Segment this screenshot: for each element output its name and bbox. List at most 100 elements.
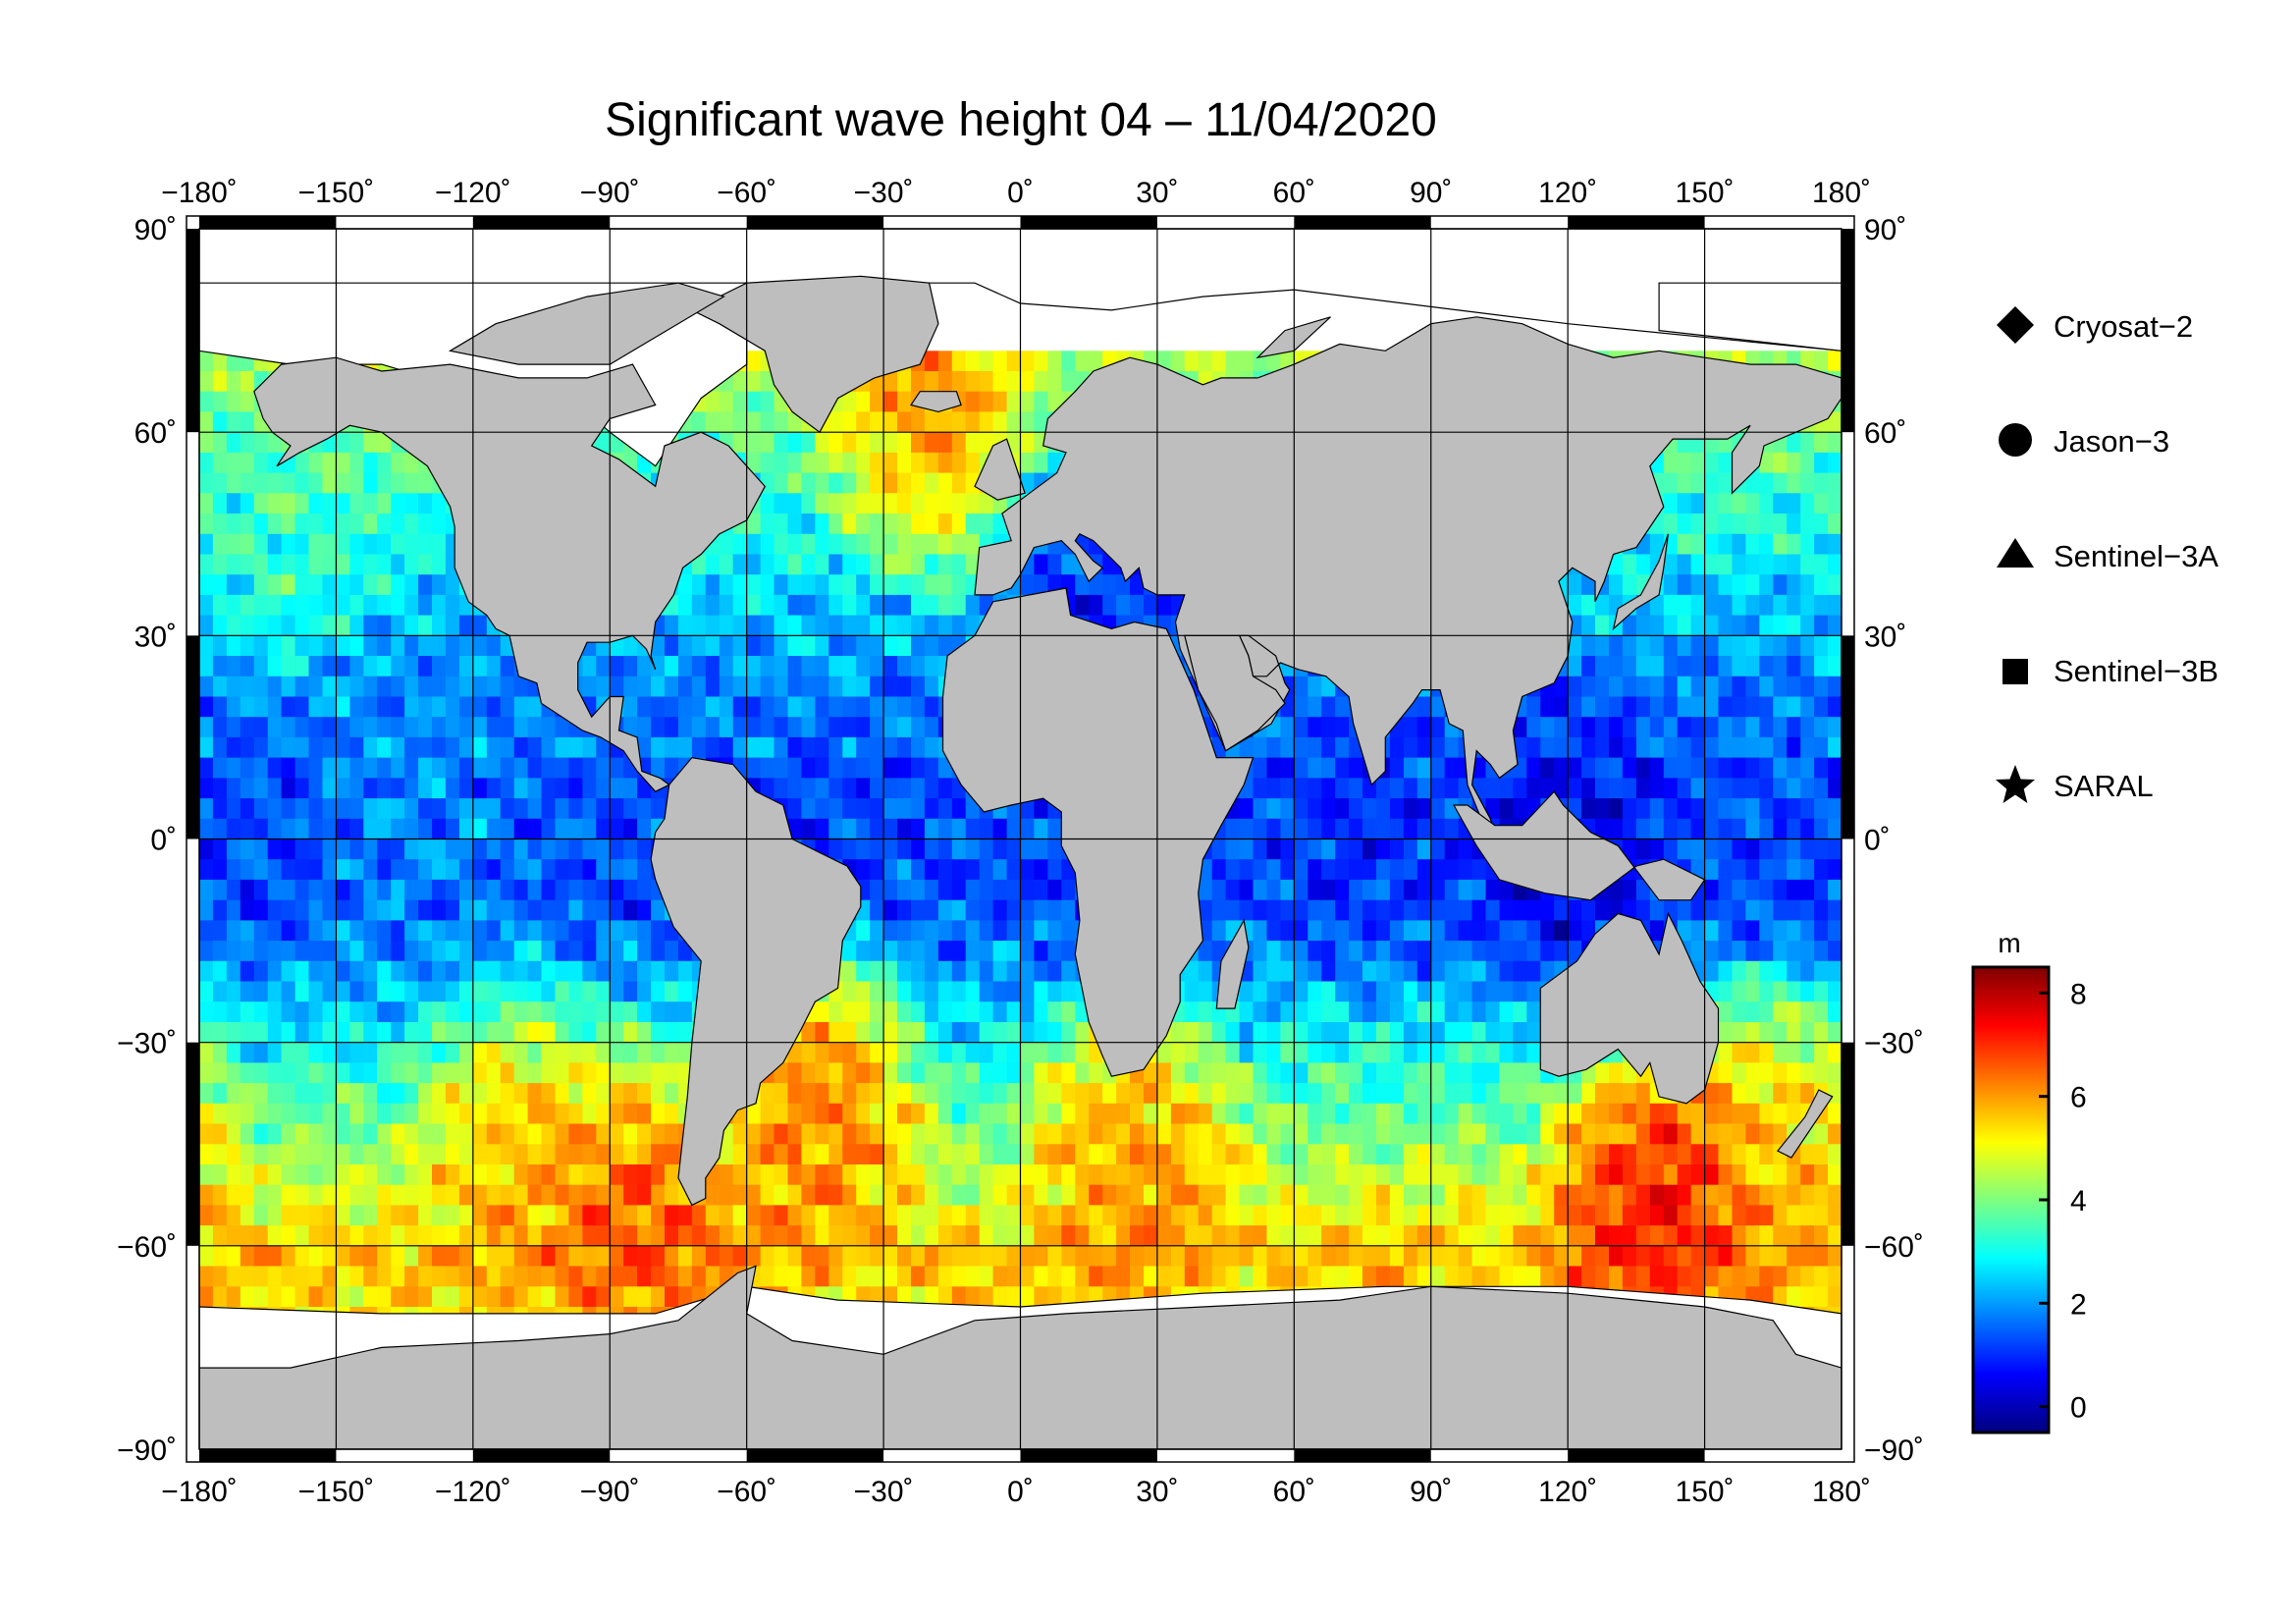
wave-height-cell [294,1184,310,1206]
wave-height-cell [1690,778,1706,799]
wave-height-cell [1362,1022,1377,1044]
wave-height-cell [527,1164,543,1186]
wave-height-cell [1416,696,1432,718]
wave-height-cell [336,696,350,718]
wave-height-cell [267,899,283,921]
wave-height-cell [391,1083,405,1105]
wave-height-cell [1677,472,1692,494]
wave-height-cell [801,656,816,677]
wave-height-cell [253,798,269,820]
wave-height-cell [787,432,802,454]
wave-height-cell [240,615,255,636]
wave-height-cell [1732,1001,1746,1023]
wave-height-cell [199,1062,214,1084]
wave-height-cell [870,920,884,942]
wave-height-cell [870,432,884,454]
wave-height-cell [281,574,296,596]
wave-height-cell [1321,1083,1336,1105]
wave-height-cell [541,960,556,983]
wave-height-cell [883,656,898,677]
wave-height-cell [1403,859,1418,881]
wave-height-cell [377,493,392,514]
wave-height-cell [1198,1062,1213,1084]
wave-height-cell [541,717,556,738]
wave-height-cell [513,1164,529,1186]
wave-height-cell [610,1083,624,1105]
wave-height-cell [623,941,638,962]
wave-height-cell [267,778,283,799]
wave-height-cell [1814,514,1829,535]
wave-height-cell [1225,1103,1241,1125]
wave-height-cell [651,1062,666,1084]
wave-height-cell [199,432,214,454]
wave-height-cell [870,981,884,1002]
wave-height-cell [1130,1144,1145,1165]
wave-height-cell [1814,452,1829,474]
wave-height-cell [678,717,693,738]
wave-height-cell [1718,798,1733,820]
wave-height-cell [240,798,255,820]
wave-height-cell [308,736,323,759]
wave-height-cell [1732,696,1746,718]
wave-height-cell [513,778,529,799]
wave-height-cell [1130,1123,1145,1145]
wave-height-cell [294,899,310,921]
wave-height-cell [1034,1042,1048,1063]
wave-height-cell [377,452,392,474]
wave-height-cell [897,879,912,901]
wave-height-cell [1663,717,1679,738]
wave-height-cell [418,778,433,799]
wave-height-cell [1609,554,1624,575]
wave-height-cell [1787,432,1801,454]
wave-height-cell [281,1001,296,1023]
wave-height-cell [665,656,679,677]
wave-height-cell [322,1123,337,1145]
wave-height-cell [1718,757,1733,779]
wave-height-cell [1471,1062,1487,1084]
wave-height-cell [828,514,843,535]
wave-height-cell [911,1103,926,1125]
wave-height-cell [486,757,502,779]
wave-height-cell [1403,798,1418,820]
wave-height-cell [911,1062,926,1084]
wave-height-cell [937,1144,953,1165]
wave-height-cell [1800,432,1815,454]
wave-height-cell [253,859,269,881]
wave-height-cell [1759,1022,1774,1044]
wave-height-cell [1335,778,1350,799]
wave-height-cell [637,981,652,1002]
wave-height-cell [951,594,967,617]
wave-height-cell [732,432,748,454]
wave-height-cell [253,594,269,617]
wave-height-cell [253,1184,269,1206]
wave-height-cell [651,656,666,677]
wave-height-cell [1156,1184,1172,1206]
wave-height-cell [1239,1042,1255,1063]
wave-height-cell [979,879,994,901]
wave-height-cell [1376,778,1391,799]
wave-height-cell [1170,1184,1186,1206]
wave-height-cell [787,1144,802,1165]
wave-height-cell [992,920,1008,942]
wave-height-cell [610,1022,624,1044]
wave-height-cell [787,696,802,718]
wave-height-cell [1266,1062,1281,1084]
wave-height-cell [445,859,460,881]
wave-height-cell [828,696,843,718]
wave-height-cell [937,798,953,820]
wave-height-cell [1280,920,1295,942]
wave-height-cell [1376,1042,1391,1063]
wave-height-cell [623,920,638,942]
wave-height-cell [240,818,255,840]
wave-height-cell [1253,1042,1267,1063]
wave-height-cell [596,1022,611,1044]
wave-height-cell [349,1062,364,1084]
wave-height-cell [253,818,269,840]
wave-height-cell [1061,371,1076,393]
wave-height-cell [1266,1001,1281,1023]
wave-height-cell [1430,920,1446,942]
wave-height-cell [705,574,721,596]
wave-height-cell [363,615,378,636]
wave-height-cell [267,859,283,881]
wave-height-cell [1814,757,1829,779]
